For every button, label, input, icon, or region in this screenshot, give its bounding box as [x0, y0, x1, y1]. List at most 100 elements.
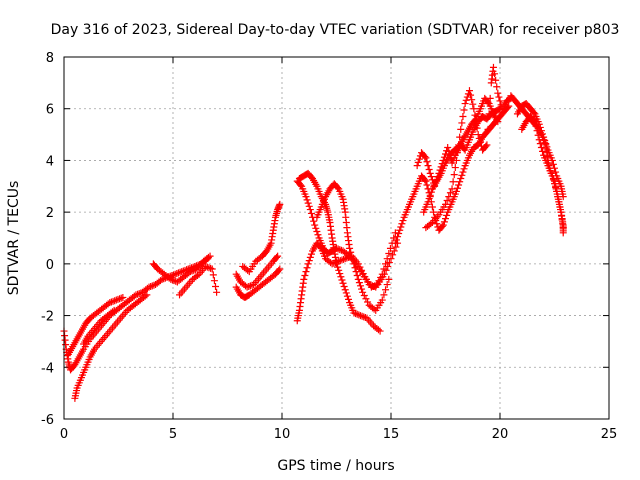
data-point: [448, 185, 456, 193]
data-point: [537, 144, 545, 151]
data-point: [427, 173, 435, 181]
data-point: [457, 125, 465, 133]
x-tick-label: 5: [169, 427, 177, 442]
data-point: [107, 298, 115, 306]
data-point: [469, 100, 477, 108]
data-point: [494, 89, 502, 97]
data-point: [143, 291, 151, 299]
data-point: [114, 295, 122, 303]
data-point: [475, 134, 483, 142]
data-point: [147, 282, 155, 290]
data-point: [336, 270, 344, 278]
data-point: [551, 180, 558, 188]
data-point: [360, 313, 368, 321]
data-point: [365, 281, 373, 289]
data-point: [312, 224, 320, 232]
data-point: [470, 105, 478, 113]
data-point: [375, 277, 383, 285]
data-point: [186, 268, 194, 276]
x-tick-label: 0: [60, 427, 68, 442]
data-point: [465, 87, 473, 95]
data-point: [172, 277, 180, 285]
data-point: [458, 171, 466, 179]
data-point: [450, 171, 458, 179]
data-point: [382, 260, 390, 268]
data-point: [548, 172, 556, 180]
data-point: [549, 176, 557, 184]
data-point: [243, 283, 251, 291]
data-point: [367, 281, 375, 289]
data-point: [358, 285, 366, 293]
data-point: [338, 276, 346, 284]
data-point: [483, 141, 491, 149]
data-point: [468, 96, 476, 104]
data-point: [455, 181, 463, 189]
data-point: [373, 280, 381, 288]
data-point: [444, 144, 452, 151]
data-point: [460, 106, 468, 114]
data-point: [135, 290, 143, 298]
data-point: [424, 162, 432, 170]
data-point: [482, 142, 490, 150]
data-point: [145, 283, 153, 291]
data-point: [459, 112, 467, 120]
data-point: [438, 222, 446, 230]
data-point: [376, 327, 384, 335]
data-point: [304, 260, 312, 268]
data-point: [492, 76, 500, 84]
data-point: [303, 264, 311, 272]
data-series-p803: [60, 63, 567, 402]
data-point: [457, 175, 465, 183]
data-point: [392, 236, 400, 244]
data-point: [303, 196, 311, 204]
data-point: [310, 217, 318, 225]
y-tick-label: 8: [46, 51, 54, 66]
data-point: [306, 253, 314, 261]
data-point: [443, 197, 451, 205]
data-point: [359, 288, 367, 296]
data-point: [531, 118, 539, 126]
data-point: [343, 292, 351, 300]
data-point: [117, 294, 125, 302]
data-point: [346, 244, 354, 252]
data-point: [442, 215, 449, 223]
data-point: [358, 312, 366, 320]
data-point: [467, 91, 475, 99]
data-point: [275, 266, 283, 274]
data-point: [339, 279, 347, 287]
data-point: [377, 273, 385, 281]
data-point: [422, 154, 430, 162]
data-point: [423, 181, 431, 189]
data-point: [354, 275, 362, 283]
data-point: [167, 275, 175, 283]
data-point: [534, 131, 542, 139]
data-point: [539, 147, 547, 155]
data-point: [446, 189, 454, 197]
data-point: [456, 133, 464, 141]
data-point: [352, 268, 360, 276]
data-point: [244, 266, 252, 274]
data-point: [397, 223, 405, 231]
data-point: [335, 266, 343, 274]
data-point: [190, 266, 198, 274]
data-point: [188, 267, 196, 275]
data-point: [111, 297, 119, 305]
data-point: [456, 178, 464, 186]
data-point: [453, 184, 461, 192]
data-point: [119, 293, 127, 301]
data-point: [305, 257, 313, 265]
data-point: [495, 105, 503, 113]
data-point: [396, 226, 404, 234]
data-point: [132, 291, 140, 299]
data-point: [173, 270, 181, 278]
y-tick-label: 6: [46, 103, 54, 118]
data-point: [213, 288, 221, 296]
data-point: [540, 133, 548, 141]
data-point: [442, 200, 449, 208]
data-point: [493, 83, 501, 91]
data-point: [212, 282, 220, 290]
data-point: [355, 311, 363, 319]
data-point: [426, 191, 434, 199]
data-point: [428, 203, 436, 211]
